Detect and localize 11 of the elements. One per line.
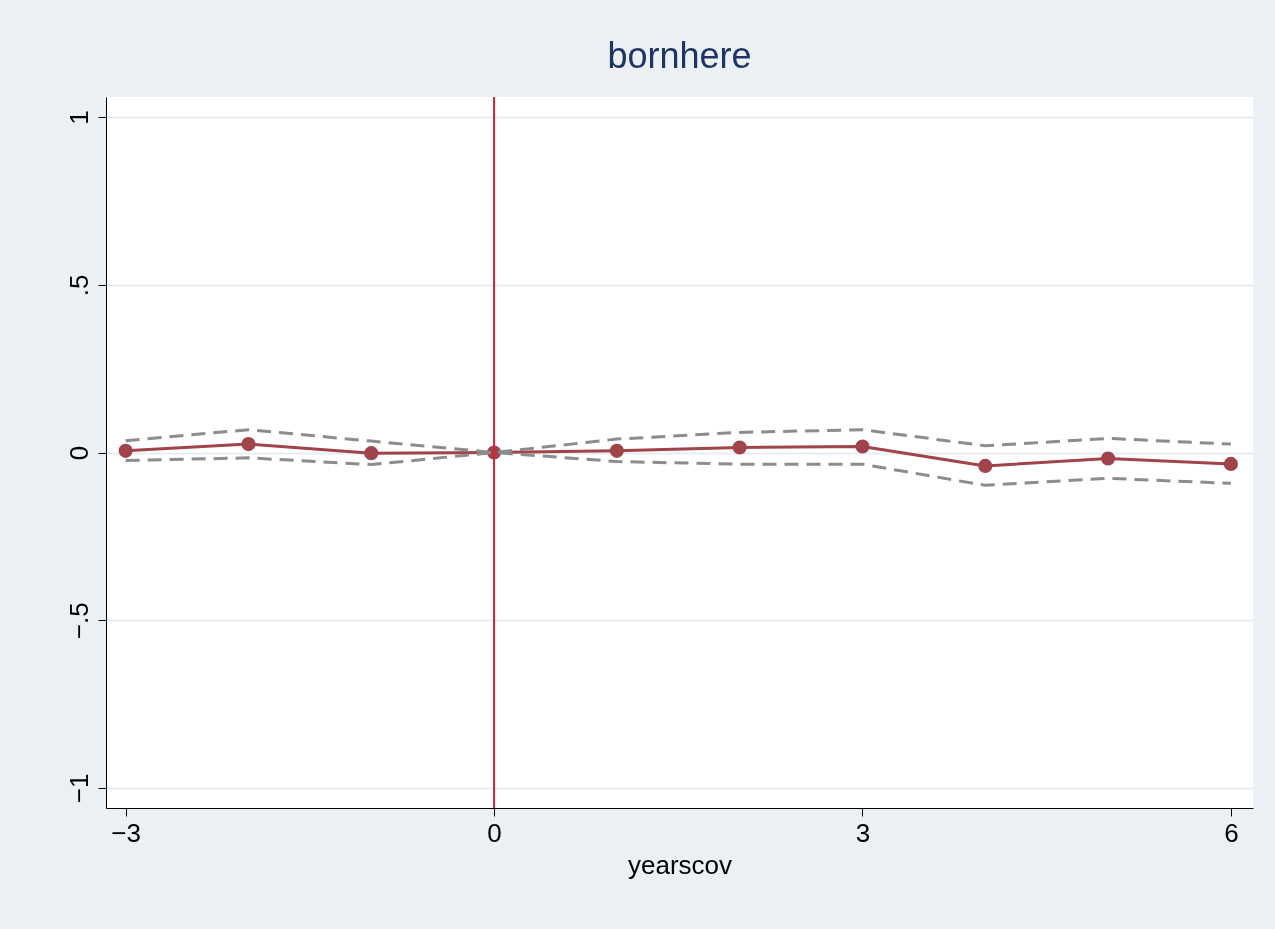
chart-title: bornhere bbox=[607, 35, 752, 76]
y-tick-label: −1 bbox=[63, 773, 94, 804]
y-tick-label: −.5 bbox=[63, 602, 94, 640]
x-axis-title: yearscov bbox=[627, 849, 733, 880]
x-tick-label: 0 bbox=[487, 817, 502, 848]
x-tick-label: 6 bbox=[1224, 817, 1239, 848]
x-tick-label: −3 bbox=[111, 817, 141, 848]
y-tick-label: .5 bbox=[63, 274, 94, 297]
x-tick-label: 3 bbox=[855, 817, 871, 848]
y-tick-label: 1 bbox=[63, 110, 94, 125]
y-tick-label: 0 bbox=[63, 445, 94, 461]
